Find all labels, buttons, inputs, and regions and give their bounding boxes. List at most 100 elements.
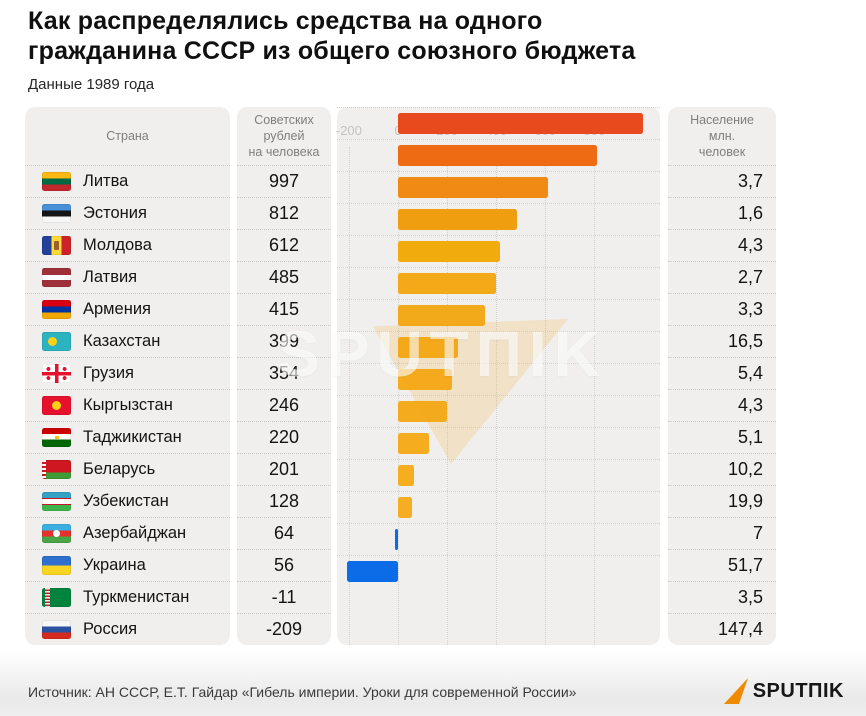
bar-row (337, 203, 660, 235)
data-table: Страна Литва Эстония Молдова Латвия Армения К… (25, 107, 776, 645)
country-name: Эстония (83, 204, 147, 222)
rubles-column: Советских рублей на человека 997 812 612 48… (237, 107, 331, 645)
population-value: 4,3 (668, 229, 776, 261)
population-value: 2,7 (668, 261, 776, 293)
rubles-value-text: 485 (268, 267, 300, 287)
population-value: 3,7 (668, 165, 776, 197)
country-name: Кыргызстан (83, 396, 173, 414)
column-header-population: Население млн. человек (690, 112, 754, 160)
belarus-flag-icon (42, 460, 71, 479)
population-value-text: 3,7 (737, 171, 763, 191)
bar-row (337, 427, 660, 459)
sputnik-logo: SPUTΠIK (723, 678, 844, 704)
rubles-value: 56 (237, 549, 331, 581)
country-name: Беларусь (83, 460, 156, 478)
population-value-text: 1,6 (737, 203, 763, 223)
country-name: Украина (83, 556, 146, 574)
country-name: Литва (83, 172, 129, 190)
table-row-country: Россия (25, 613, 230, 645)
country-name: Азербайджан (83, 524, 187, 542)
rubles-value-text: 415 (268, 299, 300, 319)
axis-gridline (594, 147, 596, 645)
rubles-value: 220 (237, 421, 331, 453)
kazakhstan-flag-icon (42, 332, 71, 351)
rubles-value: 812 (237, 197, 331, 229)
rubles-value-text: 56 (273, 555, 295, 575)
table-row-country: Азербайджан (25, 517, 230, 549)
value-bar (398, 401, 448, 422)
axis-tick-label: -200 (335, 123, 362, 138)
country-column: Страна Литва Эстония Молдова Латвия Армения К… (25, 107, 230, 645)
country-name: Армения (83, 300, 151, 318)
rubles-value-text: 997 (268, 171, 300, 191)
title-line-2: гражданина СССР из общего союзного бюдже… (28, 37, 636, 65)
rubles-value: 612 (237, 229, 331, 261)
page-title: Как распределялись средства на одного гр… (28, 6, 636, 66)
russia-flag-icon (42, 620, 71, 639)
axis-gridline (348, 147, 350, 645)
population-value-text: 4,3 (737, 235, 763, 255)
population-value-text: 4,3 (737, 395, 763, 415)
population-value-text: 2,7 (737, 267, 763, 287)
bar-chart-column: -2000200400600800 (335, 107, 660, 645)
value-bar (398, 113, 643, 134)
rubles-column-body: 997 812 612 485 415 399 354 246 220 201 128 64 56 -11… (237, 165, 331, 645)
lithuania-flag-icon (42, 172, 71, 191)
population-value: 3,5 (668, 581, 776, 613)
axis-gridline (545, 147, 547, 645)
rubles-value-text: 128 (268, 491, 300, 511)
rubles-value: 64 (237, 517, 331, 549)
population-column-body: 3,7 1,6 4,3 2,7 3,3 16,5 5,4 4,3 5,1 10,2 19,9 7 51,… (668, 165, 776, 645)
bar-row (337, 363, 660, 395)
rubles-value-text: 399 (268, 331, 300, 351)
country-name: Грузия (83, 364, 134, 382)
value-bar (398, 209, 518, 230)
title-line-1: Как распределялись средства на одного (28, 7, 543, 35)
table-row-country: Туркменистан (25, 581, 230, 613)
rubles-value: 354 (237, 357, 331, 389)
turkmenistan-flag-icon (42, 588, 71, 607)
axis-gridline (496, 147, 498, 645)
country-name: Латвия (83, 268, 138, 286)
bar-row (337, 235, 660, 267)
rubles-value-text: 64 (273, 523, 295, 543)
table-row-country: Грузия (25, 357, 230, 389)
value-bar (346, 561, 398, 582)
value-bar (398, 145, 598, 166)
subtitle: Данные 1989 года (28, 76, 155, 93)
population-value: 5,4 (668, 357, 776, 389)
rubles-value: -209 (237, 613, 331, 645)
country-name: Таджикистан (83, 428, 182, 446)
table-row-country: Узбекистан (25, 485, 230, 517)
population-value-text: 51,7 (727, 555, 763, 575)
table-row-country: Украина (25, 549, 230, 581)
rubles-value-text: 612 (268, 235, 300, 255)
population-value-text: 5,4 (737, 363, 763, 383)
rubles-value: 201 (237, 453, 331, 485)
rubles-value-text: 354 (268, 363, 300, 383)
ukraine-flag-icon (42, 556, 71, 575)
bar-row (337, 139, 660, 171)
value-bar (398, 273, 496, 294)
footer: Источник: АН СССР, Е.Т. Гайдар «Гибель и… (0, 650, 866, 716)
georgia-flag-icon (42, 364, 71, 383)
rubles-value-text: 812 (268, 203, 300, 223)
source-text: Источник: АН СССР, Е.Т. Гайдар «Гибель и… (28, 684, 577, 700)
population-value-text: 7 (752, 523, 763, 543)
table-row-country: Казахстан (25, 325, 230, 357)
population-value: 16,5 (668, 325, 776, 357)
population-value: 5,1 (668, 421, 776, 453)
bar-row (337, 491, 660, 523)
value-bar (398, 337, 459, 358)
kyrgyzstan-flag-icon (42, 396, 71, 415)
population-value: 3,3 (668, 293, 776, 325)
column-header-rubles: Советских рублей на человека (248, 112, 320, 160)
rubles-value-text: -209 (265, 619, 303, 639)
population-value: 147,4 (668, 613, 776, 645)
country-name: Молдова (83, 236, 152, 254)
value-bar (398, 369, 452, 390)
population-value: 10,2 (668, 453, 776, 485)
population-value-text: 5,1 (737, 427, 763, 447)
population-column: Население млн. человек 3,7 1,6 4,3 2,7 3,3 16… (668, 107, 776, 645)
rubles-value-text: 201 (268, 459, 300, 479)
